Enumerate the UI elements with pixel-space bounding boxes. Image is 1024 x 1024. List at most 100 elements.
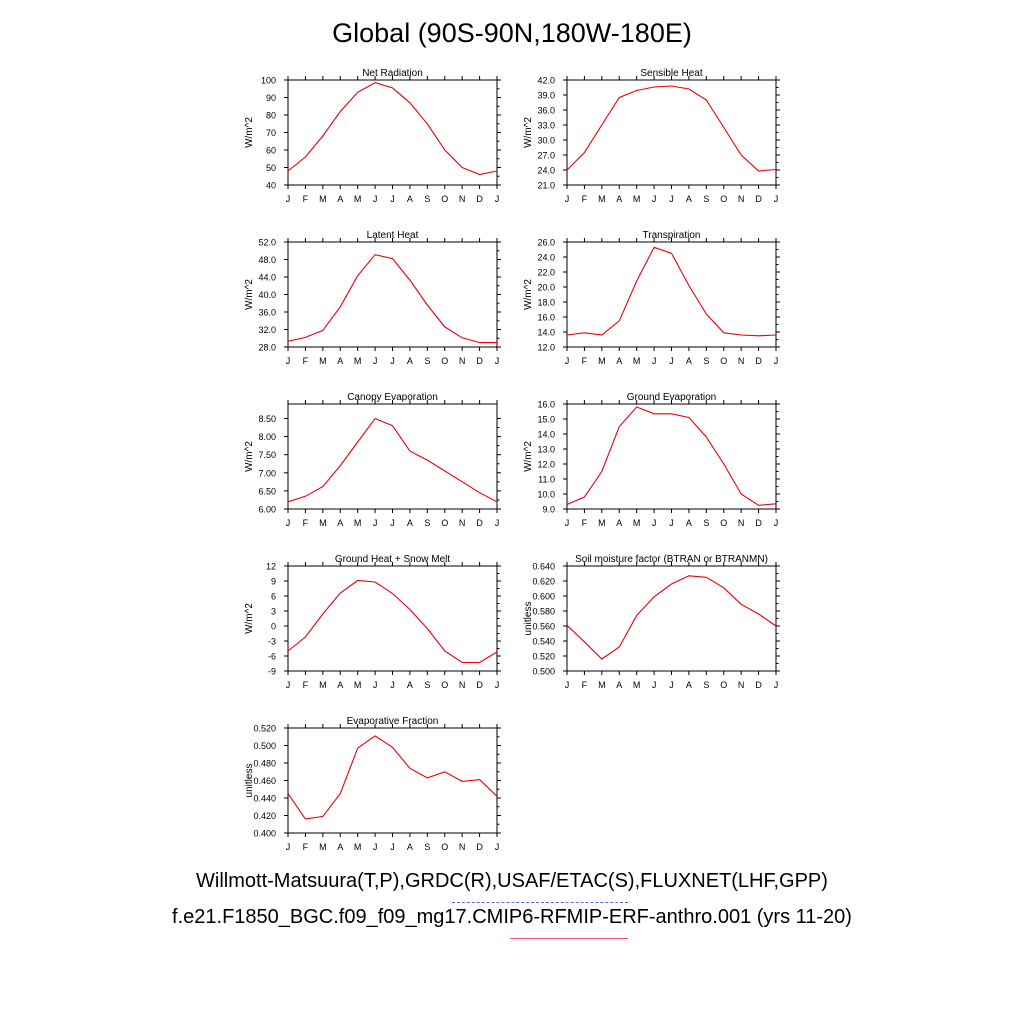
x-tick-label: J — [373, 356, 378, 366]
series-line — [566, 85, 777, 172]
x-tick-label: A — [337, 518, 343, 528]
y-tick-label: 33.0 — [537, 121, 555, 131]
y-tick-label: 16.0 — [537, 313, 555, 323]
y-tick-label: 7.00 — [258, 468, 276, 478]
x-tick-label: M — [319, 194, 327, 204]
y-tick-label: 20.0 — [537, 283, 555, 293]
y-tick-label: 39.0 — [537, 91, 555, 101]
x-tick-label: O — [441, 194, 448, 204]
y-tick-label: 6.00 — [258, 505, 276, 515]
y-tick-label: 12 — [266, 562, 276, 572]
x-tick-label: M — [319, 518, 327, 528]
legend-dash-observations — [452, 902, 628, 903]
x-tick-label: S — [703, 518, 709, 528]
y-axis-label: W/m^2 — [244, 441, 255, 472]
x-tick-label: A — [616, 518, 622, 528]
series-line — [566, 575, 777, 660]
y-tick-label: 30.0 — [537, 136, 555, 146]
x-tick-label: J — [390, 356, 395, 366]
y-tick-label: 8.50 — [258, 414, 276, 424]
x-tick-label: D — [755, 518, 762, 528]
x-tick-label: A — [686, 194, 692, 204]
x-tick-label: D — [755, 356, 762, 366]
y-tick-label: 18.0 — [537, 298, 555, 308]
x-tick-label: F — [303, 518, 309, 528]
x-tick-label: F — [582, 194, 588, 204]
chart-title: Transpiration — [643, 230, 701, 241]
x-tick-label: A — [337, 842, 343, 852]
y-tick-label: -3 — [268, 637, 276, 647]
y-tick-label: 100 — [261, 76, 276, 86]
x-tick-label: M — [354, 518, 362, 528]
x-tick-label: D — [476, 842, 483, 852]
chart-panel-7: Soil moisture factor (BTRAN or BTRANMN) u… — [523, 554, 780, 690]
y-tick-label: 13.0 — [537, 445, 555, 455]
x-tick-label: J — [286, 518, 291, 528]
x-tick-label: J — [373, 842, 378, 852]
x-tick-label: A — [407, 518, 413, 528]
y-axis-label: W/m^2 — [244, 279, 255, 310]
x-tick-label: J — [373, 194, 378, 204]
plot-frame — [566, 241, 777, 348]
y-tick-label: 0.640 — [532, 562, 555, 572]
x-tick-label: M — [633, 680, 641, 690]
x-tick-label: O — [720, 356, 727, 366]
x-tick-label: M — [319, 680, 327, 690]
x-tick-label: A — [337, 356, 343, 366]
x-tick-label: O — [720, 518, 727, 528]
y-tick-label: 7.50 — [258, 450, 276, 460]
legend-line-observations: Willmott-Matsuura(T,P),GRDC(R),USAF/ETAC… — [196, 870, 828, 892]
y-axis-label: unitless — [244, 764, 255, 798]
y-tick-label: 24.0 — [537, 253, 555, 263]
x-tick-label: J — [652, 680, 657, 690]
x-tick-label: J — [669, 356, 674, 366]
x-tick-label: J — [495, 518, 500, 528]
x-tick-label: S — [703, 356, 709, 366]
chart-title: Latent Heat — [367, 230, 419, 241]
x-tick-label: A — [616, 680, 622, 690]
x-tick-label: J — [652, 194, 657, 204]
x-tick-label: J — [495, 356, 500, 366]
x-tick-label: A — [407, 680, 413, 690]
y-tick-label: 0.420 — [253, 811, 276, 821]
x-tick-label: J — [373, 518, 378, 528]
x-tick-label: S — [424, 842, 430, 852]
x-tick-label: A — [686, 680, 692, 690]
x-tick-label: J — [774, 194, 779, 204]
x-tick-label: N — [459, 518, 466, 528]
y-tick-label: 16.0 — [537, 400, 555, 410]
y-tick-label: 0.580 — [532, 607, 555, 617]
x-tick-label: O — [441, 842, 448, 852]
chart-title: Canopy Evaporation — [347, 392, 438, 403]
y-tick-label: 70 — [266, 128, 276, 138]
chart-title: Sensible Heat — [640, 68, 702, 79]
x-tick-label: M — [319, 356, 327, 366]
x-tick-label: J — [390, 680, 395, 690]
y-axis-label: W/m^2 — [523, 441, 534, 472]
y-tick-label: 28.0 — [258, 343, 276, 353]
x-tick-label: M — [633, 194, 641, 204]
series-line — [287, 417, 498, 503]
x-tick-label: O — [720, 194, 727, 204]
x-tick-label: D — [755, 680, 762, 690]
x-tick-label: J — [286, 680, 291, 690]
y-tick-label: 40.0 — [258, 290, 276, 300]
y-tick-label: 11.0 — [538, 475, 555, 485]
x-tick-label: J — [286, 356, 291, 366]
y-tick-label: 3 — [271, 607, 276, 617]
y-tick-label: 36.0 — [537, 106, 555, 116]
chart-title: Ground Heat + Snow Melt — [335, 554, 451, 565]
x-tick-label: S — [703, 680, 709, 690]
y-tick-label: 6 — [271, 592, 276, 602]
y-axis-label: unitless — [523, 602, 534, 636]
x-tick-label: N — [459, 356, 466, 366]
x-tick-label: N — [738, 194, 745, 204]
x-tick-label: J — [390, 194, 395, 204]
y-tick-label: 44.0 — [258, 273, 276, 283]
x-tick-label: F — [303, 680, 309, 690]
y-tick-label: 8.00 — [258, 432, 276, 442]
